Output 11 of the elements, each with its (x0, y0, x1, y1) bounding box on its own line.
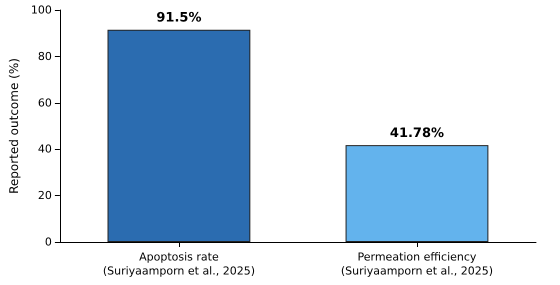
y-tick-label: 100 (30, 4, 52, 16)
y-tick-label: 60 (38, 96, 52, 110)
y-tick-label: 80 (38, 50, 52, 63)
x-tick-label: Apoptosis rate (Suriyaamporn et al., 2025) (102, 250, 256, 278)
x-tick-label: Permeation efficiency (Suriyaamporn et al., 2025) (340, 250, 494, 278)
y-tick-label: 20 (38, 189, 52, 202)
data-label: 91.5% (156, 10, 202, 26)
y-axis-title: Reported outcome (%) (7, 58, 21, 194)
y-tick-label: 40 (38, 142, 52, 156)
y-tick-label: 0 (44, 236, 52, 248)
data-label: 41.78% (390, 126, 444, 142)
